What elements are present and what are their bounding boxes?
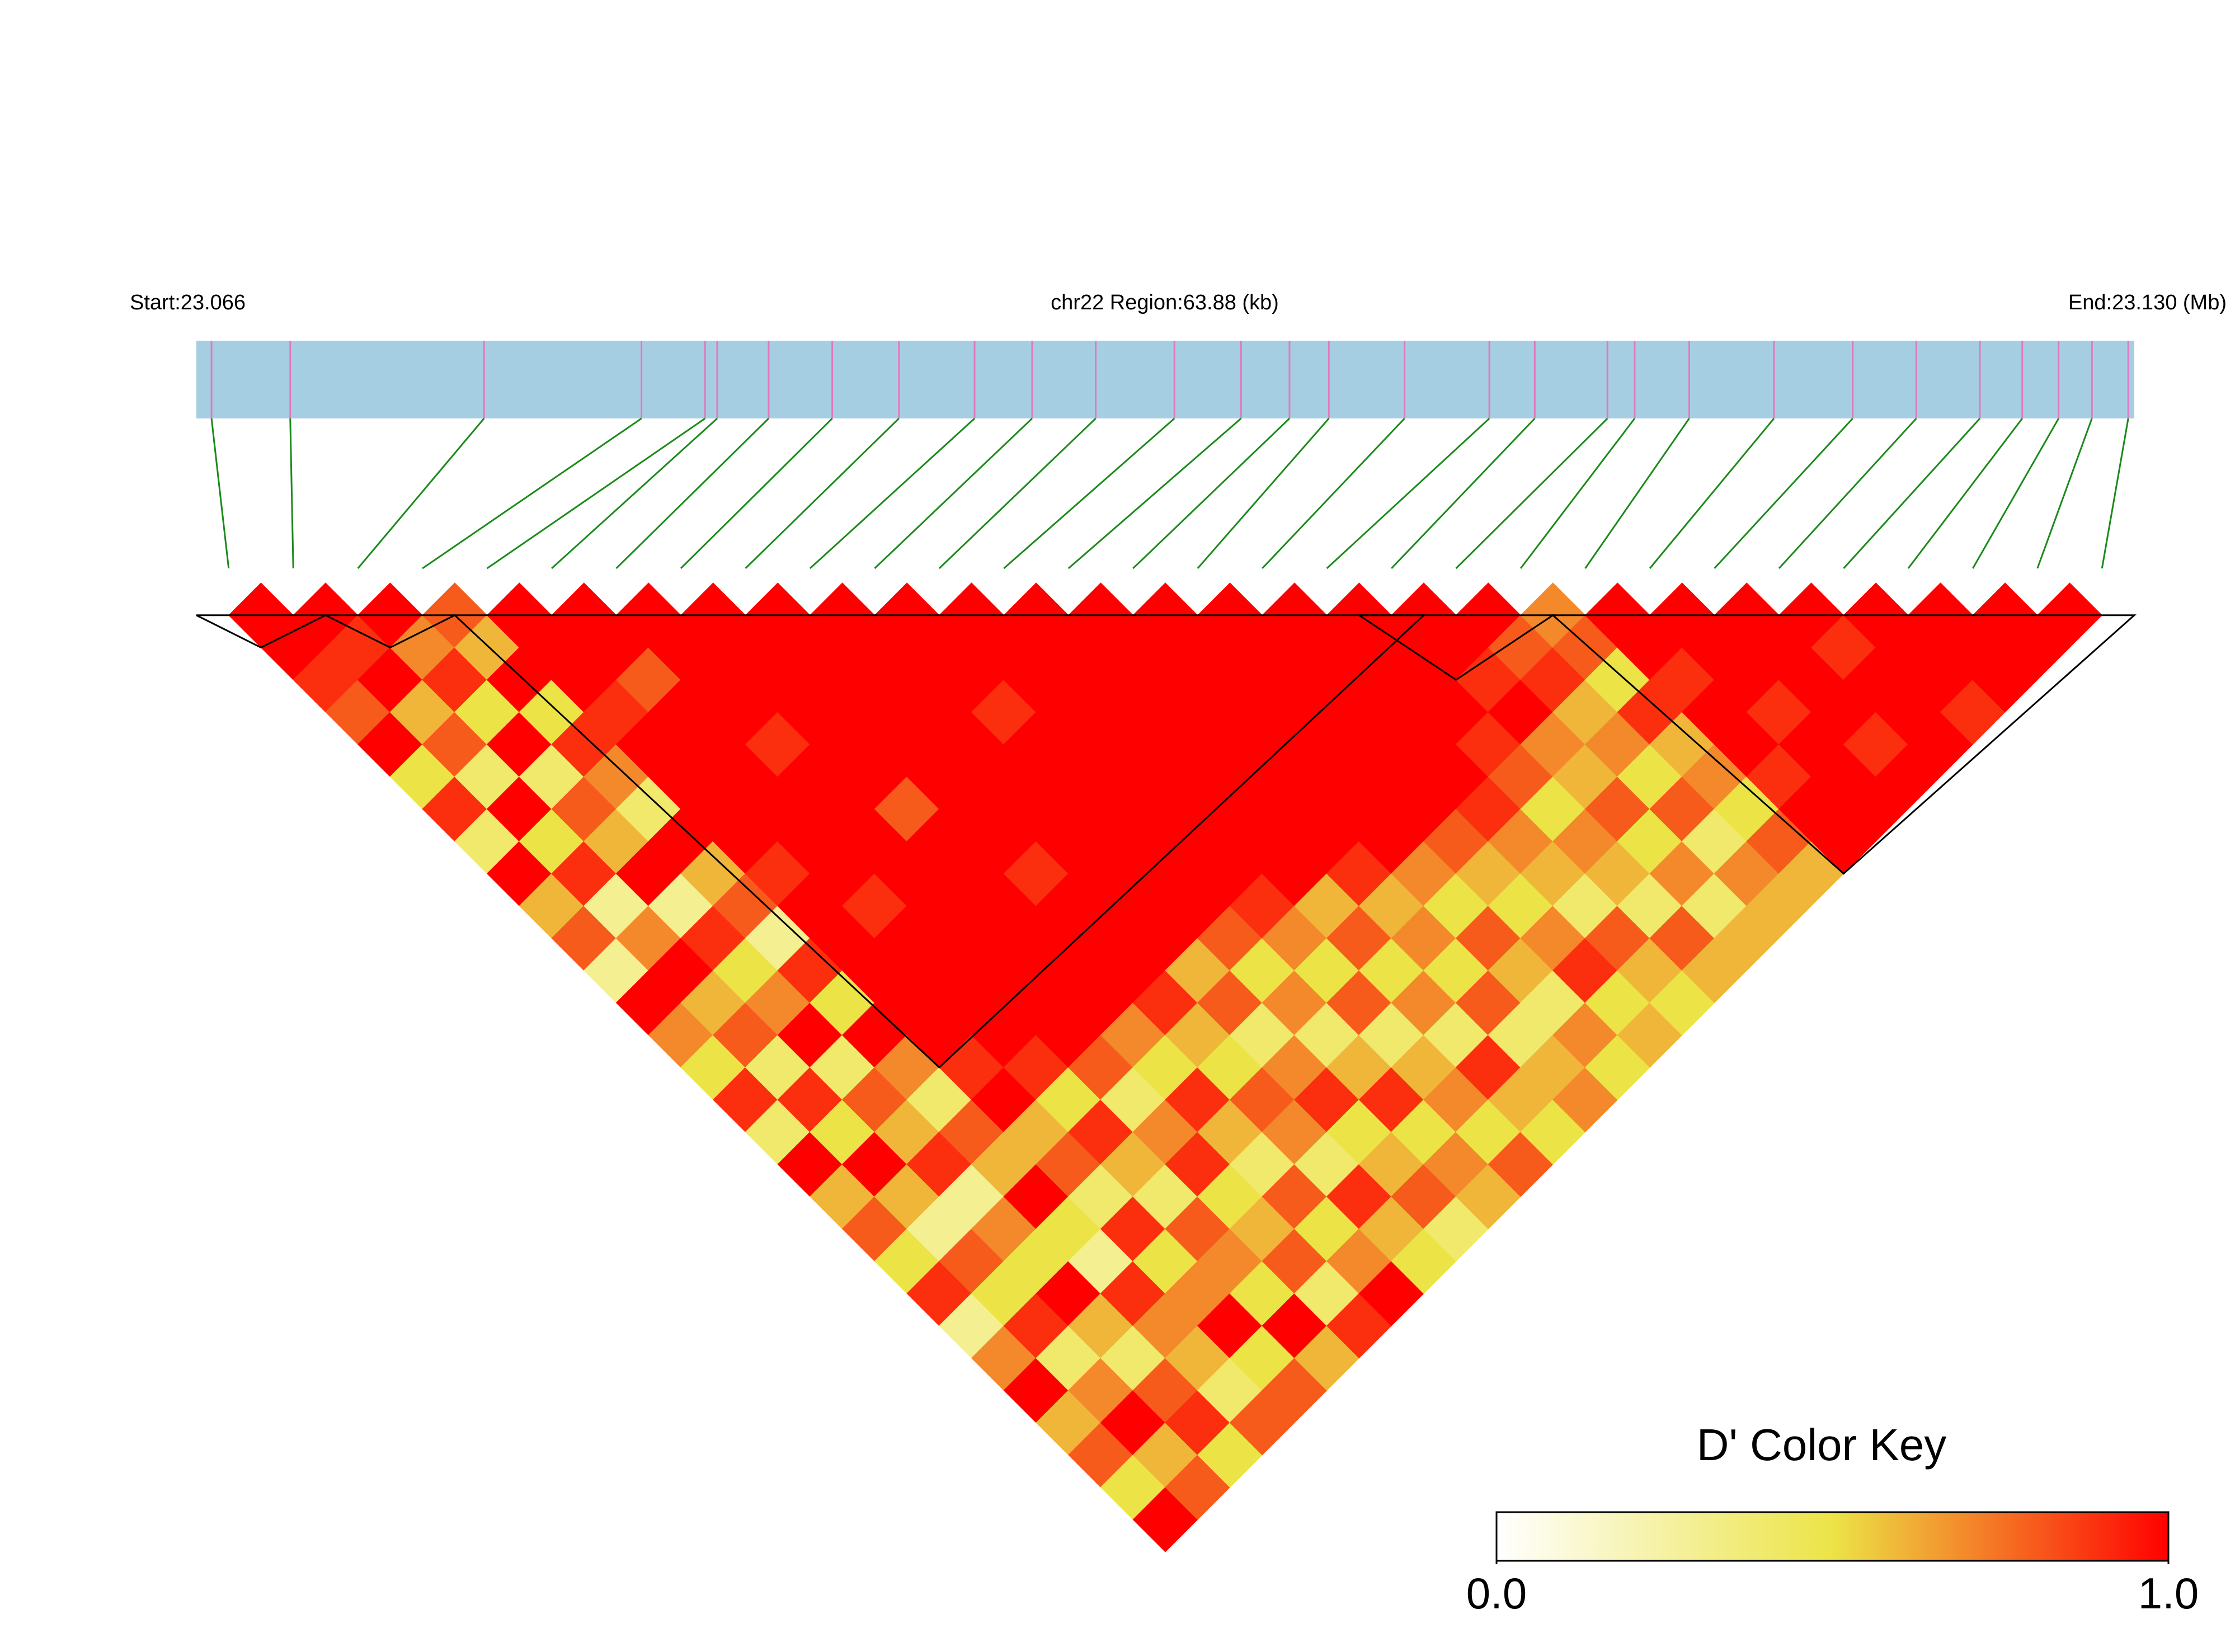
- snp-connector: [680, 417, 833, 570]
- snp-connector: [1519, 418, 1636, 569]
- snp-connector: [1067, 417, 1242, 570]
- ld-block: [453, 614, 1426, 1069]
- snp-connector: [1003, 417, 1175, 570]
- snp-connector: [210, 418, 230, 569]
- ld-block: [1356, 614, 1556, 681]
- ld-block: [196, 614, 326, 649]
- snp-connector: [1584, 418, 1690, 569]
- snp-connector: [422, 417, 642, 570]
- snp-connector: [745, 417, 900, 570]
- snp-connector: [1649, 418, 1775, 569]
- region-label: chr22 Region:63.88 (kb): [1051, 291, 1279, 314]
- snp-connector: [486, 417, 706, 570]
- key-tick-label: 1.0: [2138, 1569, 2199, 1618]
- snp-connector: [1455, 417, 1608, 570]
- snp-connector: [1778, 417, 1917, 570]
- snp-connector: [2036, 418, 2093, 569]
- snp-connector: [874, 417, 1033, 570]
- snp-connector: [551, 417, 718, 570]
- snp-connector: [1197, 418, 1330, 569]
- color-key: [1495, 1511, 2170, 1562]
- snp-connector: [2101, 418, 2129, 569]
- snp-connector: [938, 417, 1097, 570]
- key-tick-label: 0.0: [1466, 1569, 1527, 1618]
- ld-block: [325, 614, 455, 649]
- snp-connector: [615, 417, 770, 570]
- snp-connector: [1972, 418, 2059, 569]
- snp-connector: [1714, 417, 1853, 570]
- end-label: End:23.130 (Mb): [2068, 291, 2227, 314]
- snp-connector: [809, 417, 976, 570]
- snp-connector: [1262, 417, 1405, 570]
- snp-connector: [1391, 417, 1536, 570]
- snp-connector: [357, 418, 485, 569]
- ld-block: [1550, 614, 2137, 875]
- snp-connector: [1326, 417, 1490, 570]
- snp-connector: [289, 418, 294, 569]
- genome-bar: [196, 341, 2134, 418]
- snp-connector: [1843, 417, 1981, 570]
- snp-connector: [1132, 417, 1290, 570]
- key-title: D' Color Key: [1697, 1420, 1947, 1470]
- snp-connector: [1907, 418, 2023, 569]
- start-label: Start:23.066: [130, 291, 246, 314]
